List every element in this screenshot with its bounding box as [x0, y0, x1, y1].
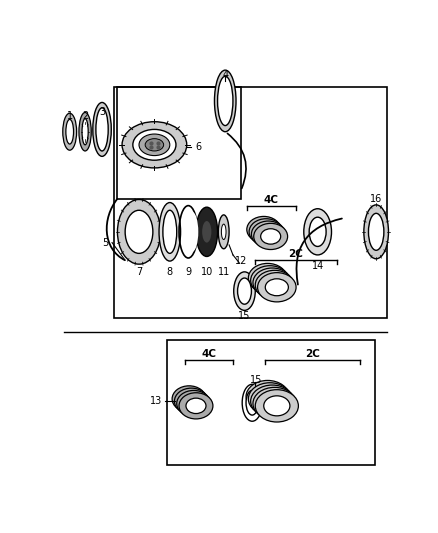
Ellipse shape: [177, 391, 211, 417]
Ellipse shape: [184, 396, 204, 411]
Ellipse shape: [255, 270, 294, 300]
Ellipse shape: [364, 205, 389, 259]
Ellipse shape: [256, 224, 276, 239]
Ellipse shape: [258, 272, 282, 289]
Text: 9: 9: [185, 267, 191, 277]
Ellipse shape: [254, 222, 274, 237]
Text: 14: 14: [311, 261, 324, 271]
Ellipse shape: [186, 212, 198, 252]
Ellipse shape: [264, 396, 290, 416]
Ellipse shape: [256, 270, 279, 287]
Ellipse shape: [237, 278, 251, 304]
Ellipse shape: [258, 273, 296, 302]
Text: 7: 7: [136, 267, 142, 277]
Ellipse shape: [218, 215, 229, 249]
Ellipse shape: [125, 210, 153, 253]
Ellipse shape: [263, 277, 286, 294]
Text: 11: 11: [218, 267, 230, 277]
Text: 6: 6: [195, 142, 201, 152]
Ellipse shape: [179, 391, 199, 407]
Bar: [167, 340, 375, 465]
Ellipse shape: [249, 219, 283, 245]
Ellipse shape: [309, 217, 326, 246]
Text: 15: 15: [250, 375, 262, 385]
Text: 2: 2: [82, 111, 88, 122]
Ellipse shape: [259, 391, 285, 411]
Ellipse shape: [196, 207, 218, 256]
Ellipse shape: [261, 274, 284, 291]
Bar: [117, 87, 240, 199]
Ellipse shape: [172, 386, 206, 412]
Ellipse shape: [96, 108, 108, 151]
Ellipse shape: [66, 119, 74, 144]
Ellipse shape: [234, 272, 255, 310]
Ellipse shape: [202, 221, 212, 243]
Ellipse shape: [139, 134, 170, 156]
Text: 12: 12: [234, 256, 247, 266]
Text: 4C: 4C: [201, 349, 216, 359]
Text: 2C: 2C: [305, 349, 320, 359]
Text: 4: 4: [222, 70, 228, 80]
Ellipse shape: [117, 199, 161, 264]
Ellipse shape: [304, 209, 332, 255]
Text: 10: 10: [201, 267, 213, 277]
Ellipse shape: [254, 223, 288, 249]
Ellipse shape: [251, 385, 294, 417]
Ellipse shape: [246, 391, 258, 415]
Ellipse shape: [133, 130, 176, 160]
Ellipse shape: [82, 119, 88, 145]
Text: 4C: 4C: [264, 195, 279, 205]
Ellipse shape: [253, 387, 296, 419]
Ellipse shape: [251, 265, 289, 295]
Bar: [113, 87, 387, 318]
Ellipse shape: [248, 383, 291, 415]
Ellipse shape: [261, 393, 288, 414]
Ellipse shape: [79, 112, 91, 151]
Ellipse shape: [163, 210, 177, 253]
Ellipse shape: [186, 398, 206, 414]
Ellipse shape: [122, 122, 187, 168]
Ellipse shape: [257, 389, 283, 409]
Ellipse shape: [63, 113, 77, 150]
Text: 13: 13: [150, 396, 162, 406]
Ellipse shape: [368, 213, 384, 251]
Ellipse shape: [179, 393, 213, 419]
Ellipse shape: [145, 139, 164, 151]
Text: 8: 8: [167, 267, 173, 277]
Text: 15: 15: [238, 311, 251, 321]
Ellipse shape: [254, 386, 281, 407]
Text: 5: 5: [102, 238, 108, 248]
Ellipse shape: [258, 227, 279, 242]
Ellipse shape: [174, 388, 208, 414]
Text: 3: 3: [99, 107, 105, 117]
Ellipse shape: [261, 229, 281, 244]
Ellipse shape: [265, 279, 288, 296]
Ellipse shape: [221, 224, 226, 239]
Ellipse shape: [215, 70, 236, 132]
Ellipse shape: [248, 263, 287, 293]
Text: 16: 16: [370, 193, 382, 204]
Ellipse shape: [93, 102, 111, 156]
Ellipse shape: [218, 76, 233, 126]
Ellipse shape: [159, 203, 180, 261]
Ellipse shape: [255, 390, 298, 422]
Text: 1: 1: [67, 111, 73, 122]
Ellipse shape: [253, 268, 291, 297]
Text: 2C: 2C: [288, 249, 303, 259]
Ellipse shape: [251, 221, 285, 247]
Ellipse shape: [246, 381, 289, 413]
Ellipse shape: [181, 393, 201, 409]
Ellipse shape: [247, 216, 281, 243]
